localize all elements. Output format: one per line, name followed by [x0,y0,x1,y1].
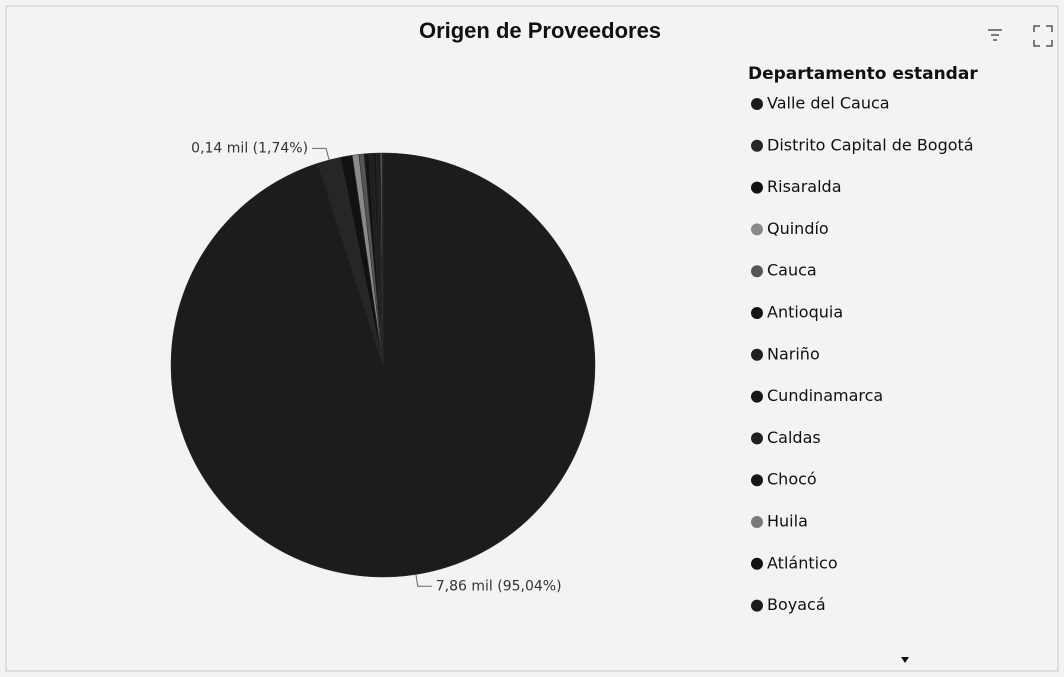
legend-marker [751,181,763,194]
legend-label: Valle del Cauca [767,94,890,113]
legend-marker [751,223,763,236]
legend-label: Cundinamarca [767,386,883,405]
legend-label: Distrito Capital de Bogotá [767,135,974,154]
legend-label: Risaralda [767,177,842,196]
legend-label: Atlántico [767,553,838,572]
filter-icon[interactable] [988,29,1002,41]
legend-label: Cauca [767,261,817,280]
frame [5,5,1059,672]
pie-slice [382,152,384,366]
legend-label: Nariño [767,344,820,363]
legend-marker [751,516,763,528]
legend-title: Departamento estandar [748,64,978,84]
legend-marker [751,557,763,570]
chart-title: Origen de Proveedores [419,18,661,43]
leader-line [312,147,330,161]
leader-line [415,574,432,587]
legend-marker [751,474,763,487]
focus-icon[interactable] [1033,25,1053,47]
legend-marker [751,432,763,445]
legend-marker [751,265,763,278]
data-label: 7,86 mil (95,04%) [436,578,562,594]
legend-marker [751,390,763,403]
legend-marker [751,98,763,110]
legend-label: Antioquia [767,303,843,322]
legend-label: Huila [767,512,808,531]
legend-marker [751,348,763,361]
data-label: 0,14 mil (1,74%) [191,140,308,156]
legend-marker [751,307,763,319]
legend-scroll-arrow[interactable] [901,657,909,663]
legend-label: Boyacá [767,595,826,614]
legend-label: Caldas [767,428,821,447]
legend-label: Quindío [767,219,829,238]
legend-marker [751,139,763,152]
legend-marker [751,599,763,612]
legend-label: Chocó [767,470,817,489]
